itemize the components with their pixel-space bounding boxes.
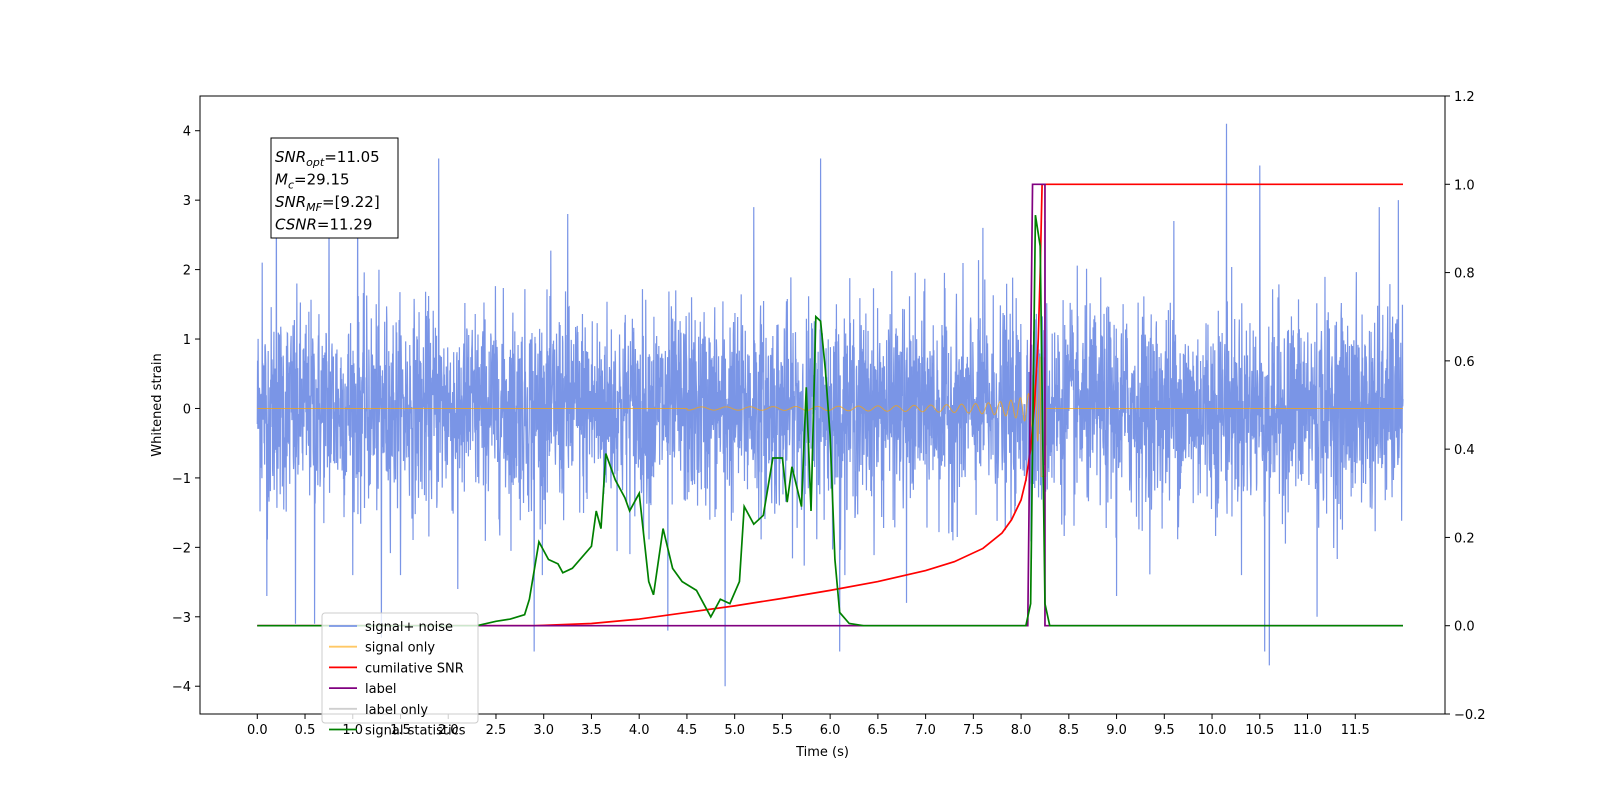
legend-label: label only (365, 703, 428, 718)
x-axis-label: Time (s) (795, 745, 849, 760)
legend-frame (321, 612, 479, 724)
y-tick-label: 0 (183, 402, 191, 417)
x-tick-label: 0.0 (247, 723, 268, 738)
annotation-value: =11.29 (317, 216, 373, 234)
y2-tick-label: 0.0 (1454, 620, 1475, 635)
x-tick-label: 7.0 (915, 723, 936, 738)
x-tick-label: 7.5 (963, 723, 984, 738)
x-tick-label: 1.5 (390, 723, 411, 738)
legend-entry: cumilative SNR (329, 661, 464, 676)
x-tick-label: 9.0 (1106, 723, 1127, 738)
y2-tick-label: 0.6 (1454, 355, 1475, 370)
y-tick-label: 4 (183, 125, 191, 140)
annotation-line-snr-opt: SNRopt=11.05 (275, 148, 380, 169)
annotation-box: SNRopt=11.05 Mc=29.15 SNRMF=[9.22] CSNR=… (270, 137, 399, 239)
legend-label: signal only (365, 641, 435, 656)
legend-entry: signal+ noise (329, 620, 453, 635)
legend-entry: signal only (329, 641, 435, 656)
series-cumilative-snr-line (257, 183, 1403, 627)
annotation-subscript: opt (306, 156, 325, 169)
x-tick-label: 11.5 (1341, 723, 1370, 738)
y2-axis-ticks: −0.2 0.0 0.2 0.4 0.6 0.8 1.0 1.2 (1445, 90, 1486, 723)
y2-tick-label: 1.0 (1454, 178, 1475, 193)
x-tick-label: 4.0 (629, 723, 650, 738)
annotation-value: =29.15 (294, 171, 350, 189)
annotation-subscript: c (288, 179, 294, 192)
y2-tick-label: 1.2 (1454, 90, 1475, 105)
annotation-symbol: SNR (275, 148, 306, 166)
annotation-value: =11.05 (324, 148, 380, 166)
x-tick-label: 8.0 (1011, 723, 1032, 738)
annotation-symbol: M (275, 171, 288, 189)
series-signal-noise-line (256, 123, 1404, 687)
legend: signal+ noise signal only cumilative SNR la… (321, 612, 479, 739)
y-tick-label: −3 (172, 611, 191, 626)
y2-tick-label: 0.8 (1454, 267, 1475, 282)
y-axis-label: Whitened strain (150, 353, 165, 456)
legend-entry: signal statistics (329, 724, 466, 739)
y-tick-label: −1 (172, 472, 191, 487)
annotation-symbol: SNR (275, 193, 306, 211)
y-axis-ticks: −4 −3 −2 −1 0 1 2 3 4 (172, 125, 200, 695)
series-signal-only-line (257, 356, 1403, 477)
y2-tick-label: −0.2 (1454, 708, 1486, 723)
y2-tick-label: 0.2 (1454, 531, 1475, 546)
annotation-frame (270, 137, 399, 239)
legend-label: signal+ noise (365, 620, 453, 635)
y2-tick-label: 0.4 (1454, 443, 1475, 458)
annotation-line-mc: Mc=29.15 (275, 171, 350, 192)
y-tick-label: 1 (183, 333, 191, 348)
x-tick-label: 4.5 (677, 723, 698, 738)
x-tick-label: 9.5 (1154, 723, 1175, 738)
series-signal-statistics-line (257, 215, 1403, 627)
x-tick-label: 8.5 (1058, 723, 1079, 738)
y-tick-label: −2 (172, 541, 191, 556)
x-axis-ticks: 0.0 0.5 1.0 1.5 2.0 2.5 3.0 3.5 4.0 4.5 5.0 5.5 6.0 6… (247, 714, 1370, 738)
y-tick-label: −4 (172, 680, 191, 695)
x-tick-label: 3.5 (581, 723, 602, 738)
x-tick-label: 1.0 (342, 723, 363, 738)
y-tick-label: 3 (183, 194, 191, 209)
y-tick-label: 2 (183, 264, 191, 279)
x-tick-label: 5.0 (724, 723, 745, 738)
legend-label: cumilative SNR (365, 661, 464, 676)
x-tick-label: 0.5 (295, 723, 316, 738)
legend-entry: label only (329, 703, 428, 718)
x-tick-label: 11.0 (1293, 723, 1322, 738)
plot-area (256, 123, 1404, 687)
x-tick-label: 2.5 (486, 723, 507, 738)
legend-entry: label (329, 682, 396, 697)
x-tick-label: 5.5 (772, 723, 793, 738)
axes-frame (199, 95, 1446, 715)
legend-label: signal statistics (365, 724, 466, 739)
annotation-symbol: CSNR (275, 216, 317, 234)
x-tick-label: 6.5 (868, 723, 889, 738)
annotation-value: =[9.22] (322, 193, 380, 211)
x-tick-label: 3.0 (533, 723, 554, 738)
x-tick-label: 6.0 (820, 723, 841, 738)
annotation-line-snr-mf: SNRMF=[9.22] (275, 193, 380, 214)
x-tick-label: 10.0 (1198, 723, 1227, 738)
annotation-line-csnr: CSNR=11.29 (275, 216, 372, 234)
annotation-subscript: MF (306, 201, 322, 214)
x-tick-label: 10.5 (1245, 723, 1274, 738)
legend-label: label (365, 682, 396, 697)
x-tick-label: 2.0 (438, 723, 459, 738)
